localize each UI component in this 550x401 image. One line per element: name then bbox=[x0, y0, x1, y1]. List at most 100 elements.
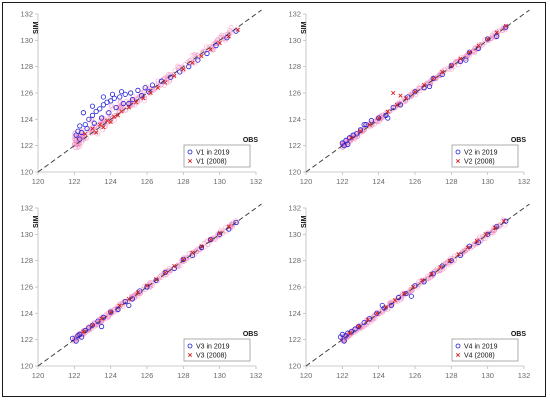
legend-x-marker bbox=[455, 352, 461, 358]
blue-circle-point bbox=[100, 102, 107, 108]
blue-circle-point bbox=[77, 123, 83, 129]
legend-x-marker bbox=[187, 352, 193, 358]
density-point bbox=[192, 58, 198, 64]
blue-circle-point bbox=[138, 93, 145, 99]
red-x-point bbox=[365, 317, 370, 323]
y-tick-label: 120 bbox=[20, 168, 33, 177]
red-x-point bbox=[217, 230, 222, 236]
red-x-point bbox=[112, 114, 117, 119]
y-tick-label: 124 bbox=[20, 115, 33, 124]
red-x-point bbox=[398, 93, 403, 98]
blue-circle-point bbox=[108, 98, 114, 104]
blue-circle-point bbox=[354, 131, 360, 137]
blue-circle-point bbox=[149, 82, 156, 88]
blue-circle-point bbox=[374, 310, 380, 316]
red-x-point bbox=[401, 291, 407, 296]
x-tick-label: 126 bbox=[409, 177, 422, 186]
density-point bbox=[152, 278, 158, 284]
density-point bbox=[388, 302, 394, 307]
density-point bbox=[194, 249, 200, 255]
red-x-point bbox=[376, 115, 381, 121]
blue-circle-point bbox=[356, 323, 362, 330]
blue-circle-point bbox=[180, 256, 186, 262]
red-x-point bbox=[126, 296, 131, 301]
red-x-point bbox=[99, 316, 104, 321]
y-tick-label: 132 bbox=[20, 204, 33, 213]
red-x-point bbox=[374, 311, 379, 316]
blue-circle-point bbox=[86, 325, 92, 331]
series-1 bbox=[349, 23, 508, 140]
blue-circle-point bbox=[135, 87, 141, 93]
y-axis-title: SIM bbox=[301, 21, 308, 34]
red-x-point bbox=[501, 219, 507, 224]
red-x-point bbox=[163, 270, 168, 275]
red-x-point bbox=[485, 36, 490, 42]
density-point bbox=[210, 41, 216, 47]
density-point bbox=[108, 104, 114, 110]
blue-circle-point bbox=[120, 100, 126, 107]
red-x-point bbox=[412, 89, 418, 94]
red-x-point bbox=[483, 232, 488, 237]
blue-circle-point bbox=[117, 94, 123, 100]
red-x-point bbox=[474, 238, 479, 244]
series-0 bbox=[69, 219, 239, 344]
density-point bbox=[472, 241, 478, 246]
blue-circle-point bbox=[341, 338, 347, 344]
blue-circle-point bbox=[390, 104, 396, 111]
y-axis-title: SIM bbox=[301, 215, 308, 228]
density-point bbox=[391, 104, 397, 110]
blue-circle-point bbox=[352, 326, 358, 332]
blue-circle-point bbox=[80, 110, 87, 116]
series-0 bbox=[337, 218, 509, 344]
red-x-point bbox=[108, 309, 113, 315]
blue-circle-point bbox=[100, 94, 107, 100]
x-tick-label: 126 bbox=[141, 177, 154, 186]
density-point bbox=[219, 32, 225, 38]
scatter-panel-v1: 120 122 124 126 128 130 132 120 122 124 126 128 130 1… bbox=[20, 9, 262, 187]
reference-line bbox=[37, 9, 262, 173]
blue-circle-point bbox=[153, 277, 159, 284]
red-x-point bbox=[449, 63, 454, 68]
density-point bbox=[463, 247, 469, 253]
density-point bbox=[81, 137, 86, 143]
blue-circle-point bbox=[106, 110, 112, 116]
x-tick-label: 132 bbox=[518, 371, 531, 380]
red-x-point bbox=[144, 283, 150, 288]
blue-circle-point bbox=[376, 115, 382, 121]
red-x-point bbox=[429, 271, 434, 276]
red-x-point bbox=[199, 244, 204, 249]
blue-circle-point bbox=[421, 279, 427, 285]
red-x-point bbox=[126, 105, 131, 110]
legend-label: V4 (2008) bbox=[464, 353, 495, 360]
legend-circle-marker bbox=[455, 343, 461, 349]
red-x-point bbox=[83, 131, 88, 136]
x-tick-label: 130 bbox=[481, 177, 494, 186]
density-point bbox=[75, 144, 81, 150]
blue-circle-point bbox=[198, 244, 205, 251]
x-axis-title: OBS bbox=[243, 137, 259, 144]
blue-circle-point bbox=[126, 302, 132, 309]
blue-circle-point bbox=[494, 33, 500, 39]
density-point bbox=[437, 73, 442, 79]
x-tick-label: 128 bbox=[445, 177, 458, 186]
x-tick-label: 128 bbox=[445, 371, 458, 380]
legend-x-marker bbox=[187, 158, 193, 164]
blue-circle-point bbox=[89, 322, 96, 328]
y-tick-label: 126 bbox=[20, 89, 33, 98]
red-x-point bbox=[438, 265, 443, 270]
red-x-point bbox=[226, 34, 231, 39]
blue-circle-point bbox=[348, 329, 355, 335]
density-point bbox=[150, 283, 155, 288]
red-x-point bbox=[153, 276, 159, 282]
density-point bbox=[440, 267, 445, 273]
red-x-point bbox=[148, 90, 153, 96]
x-tick-label: 128 bbox=[177, 177, 190, 186]
red-x-point bbox=[356, 324, 361, 329]
density-point bbox=[472, 50, 478, 55]
legend-label: V1 in 2019 bbox=[196, 150, 230, 157]
x-tick-label: 120 bbox=[300, 371, 313, 380]
reference-line bbox=[37, 203, 262, 367]
red-x-point bbox=[347, 330, 352, 336]
density-point bbox=[140, 287, 146, 292]
blue-circle-point bbox=[430, 75, 436, 82]
